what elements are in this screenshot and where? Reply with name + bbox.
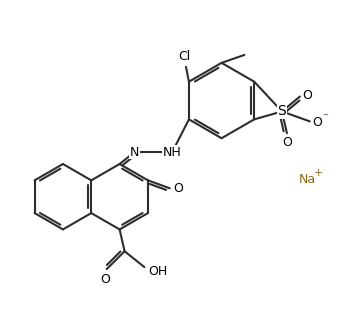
Text: Na: Na	[298, 173, 315, 186]
Text: Cl: Cl	[178, 50, 190, 63]
Text: +: +	[314, 168, 323, 178]
Text: ⁻: ⁻	[323, 112, 328, 122]
Text: N: N	[130, 146, 139, 159]
Text: O: O	[313, 116, 323, 129]
Text: OH: OH	[149, 265, 168, 278]
Text: S: S	[278, 104, 286, 118]
Text: O: O	[282, 136, 292, 149]
Text: O: O	[173, 182, 183, 195]
Text: O: O	[100, 272, 110, 285]
Text: NH: NH	[163, 146, 181, 159]
Text: O: O	[302, 89, 312, 102]
